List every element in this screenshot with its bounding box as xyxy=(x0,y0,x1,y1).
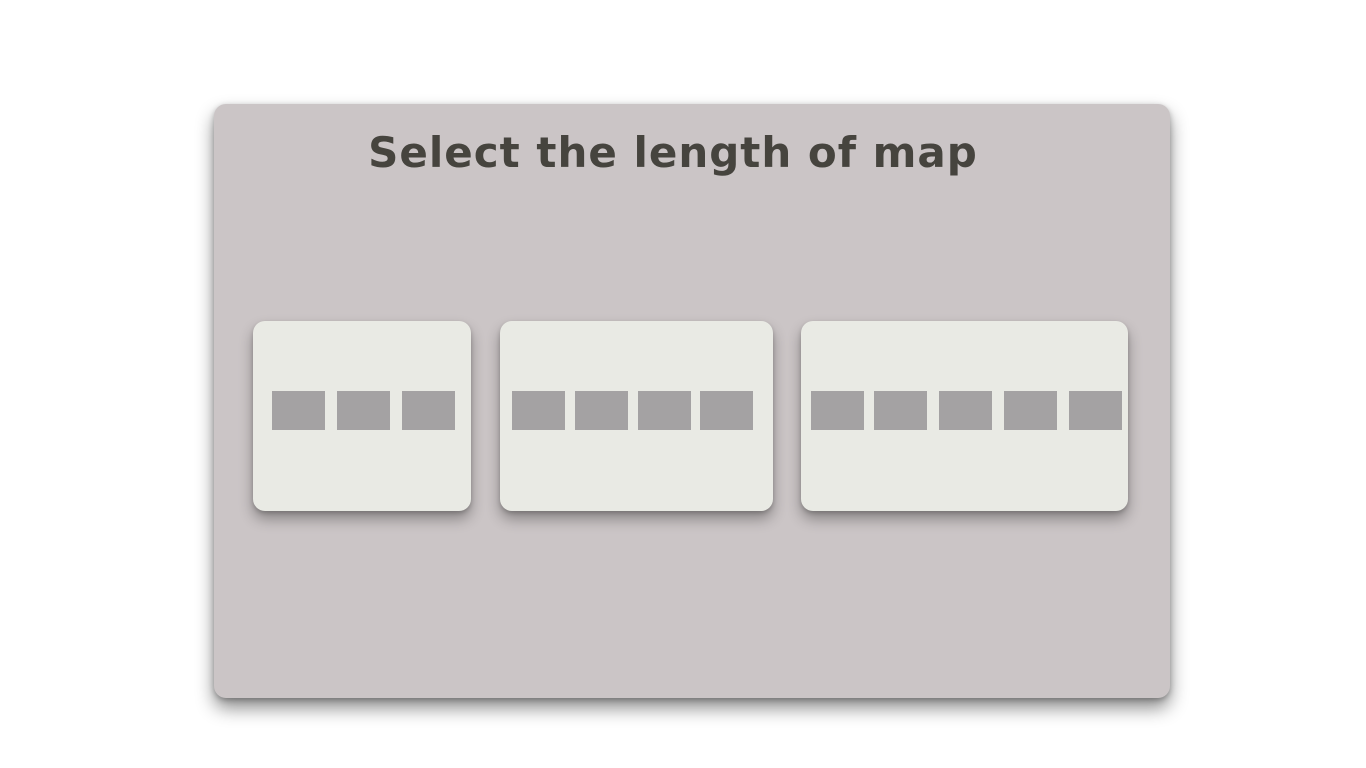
map-length-option-5[interactable] xyxy=(801,321,1128,511)
map-length-dialog: Select the length of map xyxy=(214,104,1170,698)
map-segment-block xyxy=(512,391,565,430)
map-segment-block xyxy=(1069,391,1122,430)
map-segment-block xyxy=(402,391,455,430)
map-length-option-4[interactable] xyxy=(500,321,773,511)
map-segment-block xyxy=(811,391,864,430)
map-segment-block xyxy=(939,391,992,430)
dialog-title: Select the length of map xyxy=(368,128,978,177)
map-segment-block xyxy=(1004,391,1057,430)
map-segment-block xyxy=(700,391,753,430)
map-segment-block xyxy=(272,391,325,430)
map-segment-block xyxy=(337,391,390,430)
map-segment-block xyxy=(874,391,927,430)
map-segment-block xyxy=(575,391,628,430)
map-length-option-3[interactable] xyxy=(253,321,471,511)
map-segment-block xyxy=(638,391,691,430)
